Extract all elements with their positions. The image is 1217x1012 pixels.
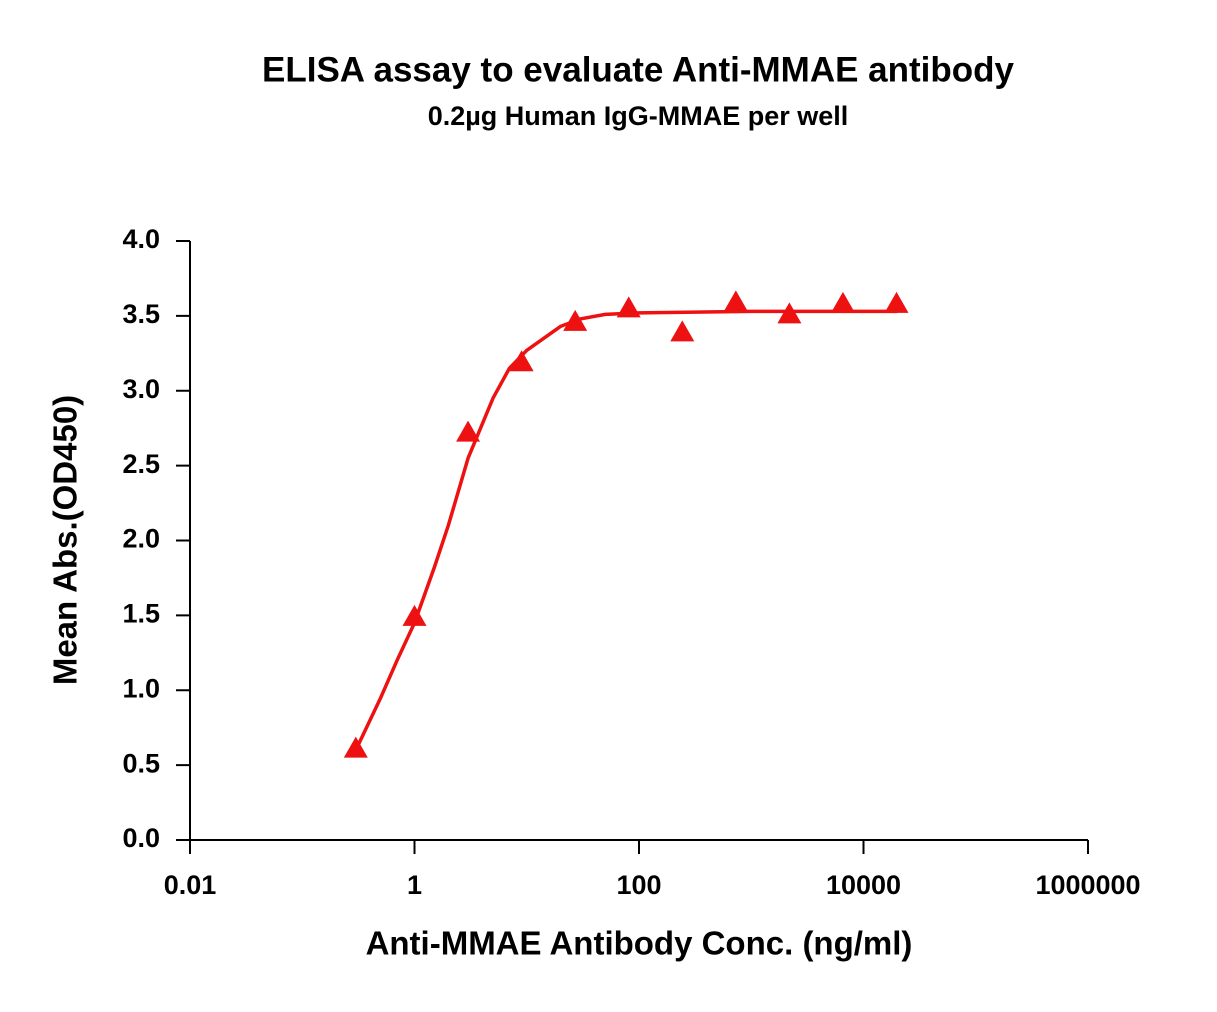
x-axis-label: Anti-MMAE Antibody Conc. (ng/ml) bbox=[366, 925, 913, 962]
y-tick-label: 4.0 bbox=[122, 224, 160, 254]
x-tick-label: 1 bbox=[407, 870, 422, 900]
data-point bbox=[830, 291, 855, 313]
data-point bbox=[509, 350, 534, 372]
y-tick-label: 2.0 bbox=[122, 524, 160, 554]
chart-subtitle: 0.2µg Human IgG-MMAE per well bbox=[428, 101, 849, 131]
x-tick-label: 0.01 bbox=[164, 870, 217, 900]
data-point bbox=[402, 604, 427, 626]
y-tick-label: 0.0 bbox=[122, 823, 160, 853]
y-tick-label: 0.5 bbox=[122, 748, 160, 778]
data-point bbox=[723, 290, 748, 312]
data-point bbox=[670, 320, 695, 342]
data-point bbox=[456, 420, 481, 442]
y-tick-label: 1.0 bbox=[122, 673, 160, 703]
x-tick-label: 10000 bbox=[826, 870, 901, 900]
y-tick-label: 2.5 bbox=[122, 449, 160, 479]
y-tick-label: 3.5 bbox=[122, 299, 160, 329]
y-axis-label: Mean Abs.(OD450) bbox=[47, 395, 84, 685]
chart-title: ELISA assay to evaluate Anti-MMAE antibo… bbox=[262, 50, 1015, 89]
data-point bbox=[884, 291, 909, 313]
fit-curve bbox=[354, 309, 898, 751]
x-tick-label: 100 bbox=[616, 870, 661, 900]
y-tick-label: 1.5 bbox=[122, 599, 160, 629]
y-tick-label: 3.0 bbox=[122, 374, 160, 404]
x-tick-label: 1000000 bbox=[1035, 870, 1140, 900]
